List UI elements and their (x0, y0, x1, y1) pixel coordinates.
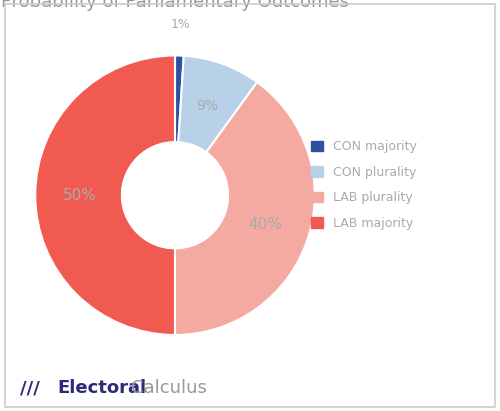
Text: 1%: 1% (170, 18, 190, 31)
Wedge shape (178, 56, 257, 152)
Legend: CON majority, CON plurality, LAB plurality, LAB majority: CON majority, CON plurality, LAB plurali… (307, 136, 420, 233)
Text: 9%: 9% (196, 99, 218, 113)
Text: 50%: 50% (63, 188, 97, 203)
Text: 40%: 40% (248, 217, 282, 232)
Circle shape (122, 142, 228, 248)
Wedge shape (36, 55, 175, 335)
Wedge shape (175, 55, 184, 142)
Text: Calculus: Calculus (132, 379, 208, 397)
Text: Electoral: Electoral (58, 379, 146, 397)
Wedge shape (175, 82, 314, 335)
Text: ///: /// (20, 379, 40, 397)
Title: Probability of Parliamentary Outcomes: Probability of Parliamentary Outcomes (1, 0, 349, 11)
